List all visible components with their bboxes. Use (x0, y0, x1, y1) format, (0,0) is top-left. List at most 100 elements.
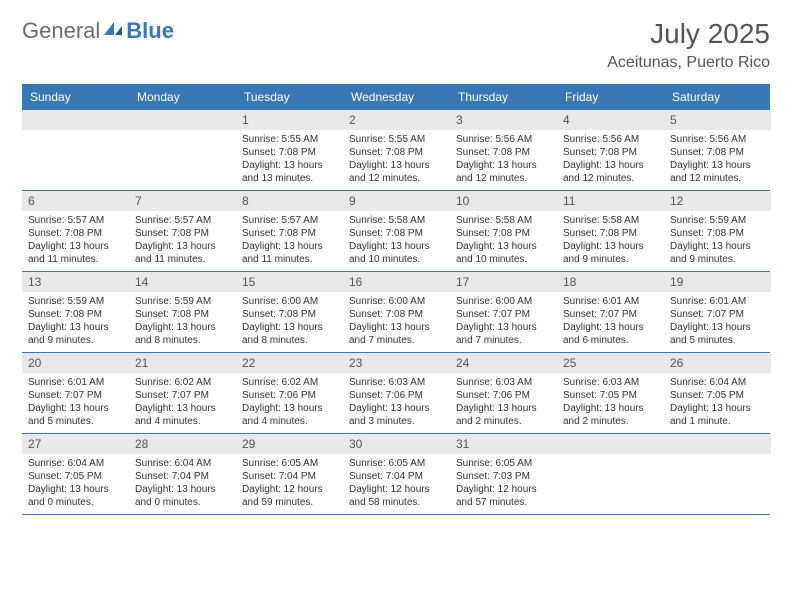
day-label: Wednesday (343, 84, 450, 110)
day-number (22, 110, 129, 130)
day-number: 9 (343, 191, 450, 211)
sunset-text: Sunset: 7:05 PM (563, 389, 658, 402)
day-number: 3 (450, 110, 557, 130)
day-info: Sunrise: 6:00 AMSunset: 7:08 PMDaylight:… (236, 292, 343, 352)
day-number: 19 (664, 272, 771, 292)
day-number: 27 (22, 434, 129, 454)
daylight-text: Daylight: 13 hours and 5 minutes. (670, 321, 765, 347)
day-number: 1 (236, 110, 343, 130)
day-number: 12 (664, 191, 771, 211)
daylight-text: Daylight: 12 hours and 59 minutes. (242, 483, 337, 509)
sunset-text: Sunset: 7:03 PM (456, 470, 551, 483)
sunrise-text: Sunrise: 6:01 AM (670, 295, 765, 308)
day-number: 16 (343, 272, 450, 292)
daylight-text: Daylight: 13 hours and 1 minute. (670, 402, 765, 428)
day-header: Sunday Monday Tuesday Wednesday Thursday… (22, 84, 770, 110)
sunrise-text: Sunrise: 5:56 AM (670, 133, 765, 146)
sunset-text: Sunset: 7:07 PM (135, 389, 230, 402)
day-cell: 12Sunrise: 5:59 AMSunset: 7:08 PMDayligh… (664, 191, 771, 271)
daylight-text: Daylight: 13 hours and 4 minutes. (242, 402, 337, 428)
day-label: Friday (557, 84, 664, 110)
daylight-text: Daylight: 13 hours and 2 minutes. (456, 402, 551, 428)
day-info: Sunrise: 5:59 AMSunset: 7:08 PMDaylight:… (129, 292, 236, 352)
day-info: Sunrise: 6:04 AMSunset: 7:05 PMDaylight:… (664, 373, 771, 433)
sunrise-text: Sunrise: 6:04 AM (135, 457, 230, 470)
sunrise-text: Sunrise: 5:57 AM (28, 214, 123, 227)
header: General Blue July 2025 Aceitunas, Puerto… (22, 18, 770, 72)
day-info: Sunrise: 5:55 AMSunset: 7:08 PMDaylight:… (236, 130, 343, 190)
sunset-text: Sunset: 7:05 PM (670, 389, 765, 402)
day-number: 23 (343, 353, 450, 373)
day-number (557, 434, 664, 454)
day-cell: 25Sunrise: 6:03 AMSunset: 7:05 PMDayligh… (557, 353, 664, 433)
daylight-text: Daylight: 13 hours and 12 minutes. (563, 159, 658, 185)
day-cell: 19Sunrise: 6:01 AMSunset: 7:07 PMDayligh… (664, 272, 771, 352)
day-number: 17 (450, 272, 557, 292)
day-number: 14 (129, 272, 236, 292)
logo-text-blue: Blue (126, 18, 174, 44)
daylight-text: Daylight: 13 hours and 7 minutes. (349, 321, 444, 347)
day-cell: 24Sunrise: 6:03 AMSunset: 7:06 PMDayligh… (450, 353, 557, 433)
day-cell: 8Sunrise: 5:57 AMSunset: 7:08 PMDaylight… (236, 191, 343, 271)
sunset-text: Sunset: 7:08 PM (563, 227, 658, 240)
day-cell: 13Sunrise: 5:59 AMSunset: 7:08 PMDayligh… (22, 272, 129, 352)
day-info (129, 130, 236, 190)
logo-sail-icon (102, 18, 124, 44)
day-info: Sunrise: 6:01 AMSunset: 7:07 PMDaylight:… (557, 292, 664, 352)
sunrise-text: Sunrise: 6:03 AM (456, 376, 551, 389)
day-number: 28 (129, 434, 236, 454)
daylight-text: Daylight: 13 hours and 11 minutes. (28, 240, 123, 266)
sunset-text: Sunset: 7:08 PM (349, 227, 444, 240)
sunrise-text: Sunrise: 5:59 AM (28, 295, 123, 308)
day-info: Sunrise: 5:58 AMSunset: 7:08 PMDaylight:… (450, 211, 557, 271)
day-info: Sunrise: 5:55 AMSunset: 7:08 PMDaylight:… (343, 130, 450, 190)
sunrise-text: Sunrise: 6:01 AM (28, 376, 123, 389)
day-cell: 28Sunrise: 6:04 AMSunset: 7:04 PMDayligh… (129, 434, 236, 514)
daylight-text: Daylight: 12 hours and 57 minutes. (456, 483, 551, 509)
day-info: Sunrise: 6:02 AMSunset: 7:06 PMDaylight:… (236, 373, 343, 433)
daylight-text: Daylight: 13 hours and 9 minutes. (670, 240, 765, 266)
sunset-text: Sunset: 7:07 PM (456, 308, 551, 321)
sunrise-text: Sunrise: 6:05 AM (349, 457, 444, 470)
day-info: Sunrise: 6:03 AMSunset: 7:05 PMDaylight:… (557, 373, 664, 433)
day-cell: 7Sunrise: 5:57 AMSunset: 7:08 PMDaylight… (129, 191, 236, 271)
sunset-text: Sunset: 7:08 PM (456, 227, 551, 240)
day-cell: 3Sunrise: 5:56 AMSunset: 7:08 PMDaylight… (450, 110, 557, 190)
sunrise-text: Sunrise: 5:58 AM (349, 214, 444, 227)
sunset-text: Sunset: 7:06 PM (349, 389, 444, 402)
day-info (664, 454, 771, 514)
sunrise-text: Sunrise: 6:00 AM (456, 295, 551, 308)
day-number: 26 (664, 353, 771, 373)
day-info (22, 130, 129, 190)
day-info: Sunrise: 5:57 AMSunset: 7:08 PMDaylight:… (129, 211, 236, 271)
day-label: Saturday (664, 84, 771, 110)
day-number: 18 (557, 272, 664, 292)
sunrise-text: Sunrise: 5:56 AM (456, 133, 551, 146)
day-info: Sunrise: 5:56 AMSunset: 7:08 PMDaylight:… (664, 130, 771, 190)
day-info: Sunrise: 5:59 AMSunset: 7:08 PMDaylight:… (664, 211, 771, 271)
sunset-text: Sunset: 7:06 PM (456, 389, 551, 402)
day-number: 15 (236, 272, 343, 292)
day-cell: 27Sunrise: 6:04 AMSunset: 7:05 PMDayligh… (22, 434, 129, 514)
day-number (129, 110, 236, 130)
day-cell: 1Sunrise: 5:55 AMSunset: 7:08 PMDaylight… (236, 110, 343, 190)
daylight-text: Daylight: 13 hours and 5 minutes. (28, 402, 123, 428)
sunrise-text: Sunrise: 5:57 AM (242, 214, 337, 227)
daylight-text: Daylight: 13 hours and 9 minutes. (563, 240, 658, 266)
day-cell: 11Sunrise: 5:58 AMSunset: 7:08 PMDayligh… (557, 191, 664, 271)
title-block: July 2025 Aceitunas, Puerto Rico (607, 18, 770, 72)
day-cell: 21Sunrise: 6:02 AMSunset: 7:07 PMDayligh… (129, 353, 236, 433)
day-cell: 9Sunrise: 5:58 AMSunset: 7:08 PMDaylight… (343, 191, 450, 271)
day-number: 20 (22, 353, 129, 373)
calendar-grid: 1Sunrise: 5:55 AMSunset: 7:08 PMDaylight… (22, 110, 770, 515)
week-row: 27Sunrise: 6:04 AMSunset: 7:05 PMDayligh… (22, 434, 770, 515)
day-cell: 22Sunrise: 6:02 AMSunset: 7:06 PMDayligh… (236, 353, 343, 433)
day-cell: 17Sunrise: 6:00 AMSunset: 7:07 PMDayligh… (450, 272, 557, 352)
sunrise-text: Sunrise: 6:03 AM (349, 376, 444, 389)
day-number: 30 (343, 434, 450, 454)
day-info: Sunrise: 5:57 AMSunset: 7:08 PMDaylight:… (236, 211, 343, 271)
sunset-text: Sunset: 7:06 PM (242, 389, 337, 402)
daylight-text: Daylight: 13 hours and 2 minutes. (563, 402, 658, 428)
day-cell: 6Sunrise: 5:57 AMSunset: 7:08 PMDaylight… (22, 191, 129, 271)
day-info: Sunrise: 6:02 AMSunset: 7:07 PMDaylight:… (129, 373, 236, 433)
